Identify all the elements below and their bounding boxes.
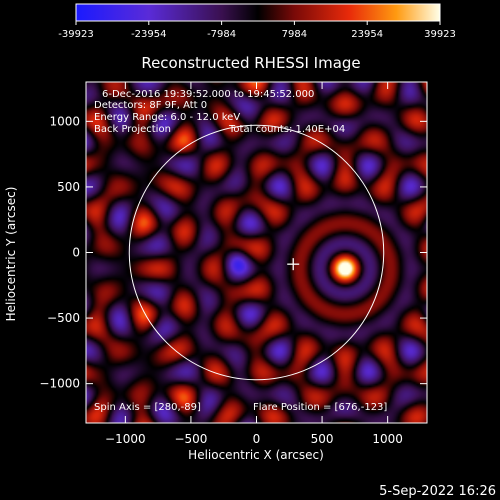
x-tick-label: −500 <box>174 432 207 446</box>
energy-range-annotation: Energy Range: 6.0 - 12.0 keV <box>94 112 240 123</box>
y-axis-label: Heliocentric Y (arcsec) <box>4 187 18 322</box>
x-tick-label: 1000 <box>372 432 403 446</box>
x-tick-label: 0 <box>253 432 261 446</box>
axes: −1000 −500 0 500 1000 −1000 −500 0 500 1000 <box>39 82 427 446</box>
y-tick-label: −1000 <box>39 377 80 391</box>
time-range-annotation: 6-Dec-2016 19:39:52.000 to 19:45:52.000 <box>102 89 314 100</box>
colorbar-tick-label: -39923 <box>58 29 93 40</box>
y-tick-label: 1000 <box>49 114 80 128</box>
spin-axis-marker <box>287 258 300 271</box>
x-tick-label: −1000 <box>105 432 146 446</box>
colorbar-tick-label: 23954 <box>351 29 383 40</box>
y-tick-label: −500 <box>47 311 80 325</box>
x-tick-label: 500 <box>311 432 334 446</box>
method-annotation: Back Projection <box>94 124 171 135</box>
total-counts-annotation: Total counts: 1.40E+04 <box>228 124 345 135</box>
spin-axis-annotation: Spin Axis = [280,-89] <box>94 402 201 413</box>
flare-position-annotation: Flare Position = [676,-123] <box>253 402 387 413</box>
colorbar-tick-label: -23954 <box>131 29 166 40</box>
solar-limb-circle <box>128 124 385 381</box>
colorbar-tick-label: 7984 <box>282 29 307 40</box>
heatmap-image <box>86 82 427 423</box>
detectors-annotation: Detectors: 8F 9F, Att 0 <box>94 100 207 111</box>
x-axis-label: Heliocentric X (arcsec) <box>188 448 324 462</box>
colorbar-ticks: -39923 -23954 -7984 7984 23954 39923 <box>58 21 456 40</box>
chart-title: Reconstructed RHESSI Image <box>141 54 360 72</box>
y-tick-label: 500 <box>57 180 80 194</box>
colorbar-tick-label: -7984 <box>207 29 236 40</box>
y-tick-label: 0 <box>72 246 80 260</box>
footer-timestamp: 5-Sep-2022 16:26 <box>379 484 496 499</box>
colorbar <box>75 3 441 22</box>
colorbar-tick-label: 39923 <box>424 29 456 40</box>
